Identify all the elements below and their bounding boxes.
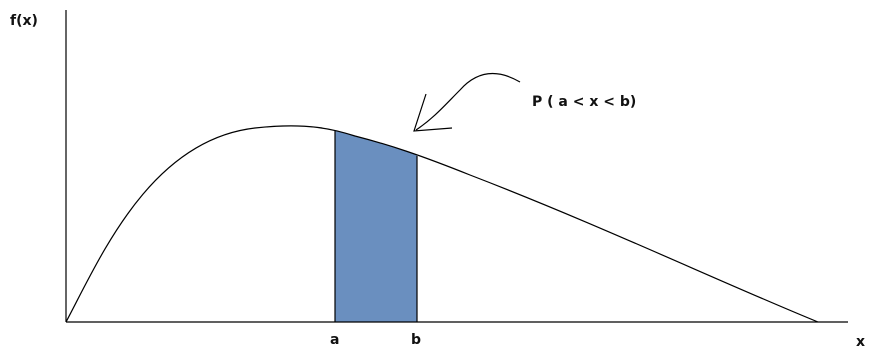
point-b-label: b — [411, 332, 421, 348]
probability-annotation: P ( a < x < b) — [532, 94, 636, 110]
x-axis-label: x — [856, 334, 865, 349]
shaded-probability-region — [335, 130, 417, 322]
y-axis-label: f(x) — [10, 13, 38, 29]
annotation-arrow — [415, 73, 521, 131]
arrowhead-icon — [413, 93, 453, 132]
point-a-label: a — [330, 332, 339, 348]
density-curve — [65, 125, 819, 323]
